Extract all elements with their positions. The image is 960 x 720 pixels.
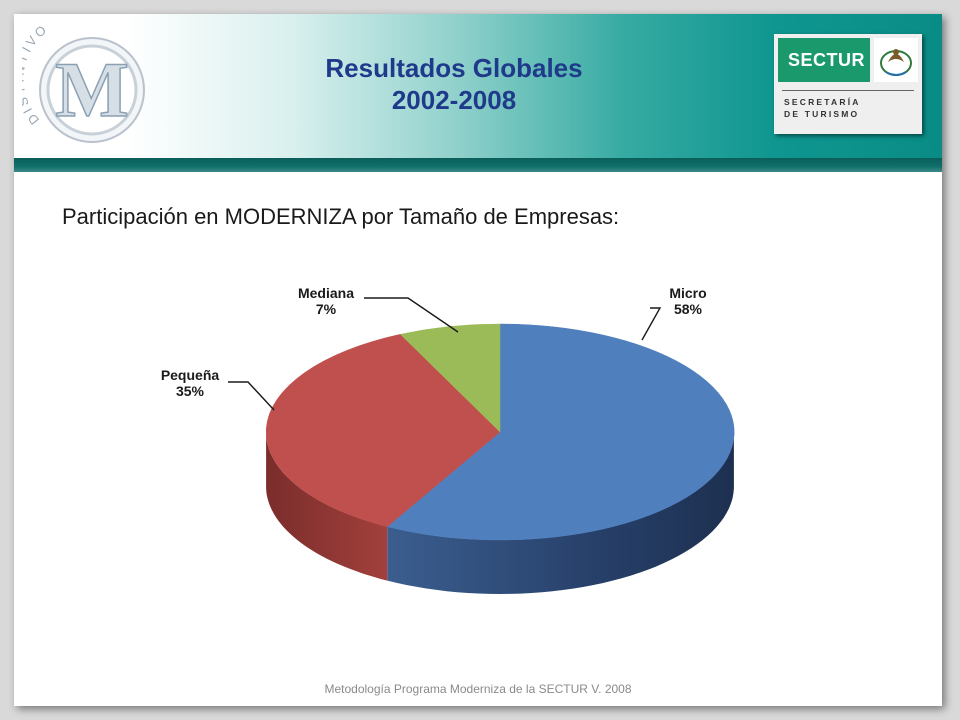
svg-text:M: M xyxy=(55,46,129,133)
mexico-seal-icon xyxy=(874,38,918,82)
slice-label-pequeña: Pequeña xyxy=(161,367,220,383)
title-line-1: Resultados Globales xyxy=(325,53,583,83)
pie-side-micro xyxy=(387,434,734,594)
slide: M DISTINTIVO Resultados Globales 2002-20… xyxy=(14,14,942,706)
pie-slice-micro xyxy=(386,323,735,541)
sectur-badge: SECTUR xyxy=(778,38,870,82)
footer-note: Metodología Programa Moderniza de la SEC… xyxy=(324,682,632,696)
slice-value-pequeña: 35% xyxy=(176,383,205,399)
title-line-2: 2002-2008 xyxy=(391,85,517,115)
pie-side-pequeña xyxy=(266,434,388,581)
sectur-caption-line-1: SECRETARÍA xyxy=(784,97,861,107)
slice-label-micro: Micro xyxy=(669,285,706,301)
slice-label-mediana: Mediana xyxy=(298,285,354,301)
pie-slices xyxy=(265,323,735,594)
leader-line-mediana xyxy=(364,297,459,333)
leader-line-micro xyxy=(641,307,662,341)
pie-slice-pequeña xyxy=(265,334,501,527)
slice-value-mediana: 7% xyxy=(316,301,337,317)
chart-subtitle: Participación en MODERNIZA por Tamaño de… xyxy=(62,204,620,229)
sectur-caption: SECRETARÍA DE TURISMO xyxy=(784,96,861,120)
slice-value-micro: 58% xyxy=(674,301,703,317)
sectur-logo: SECTUR SECRETARÍA DE TURISMO xyxy=(774,34,922,134)
sectur-caption-line-2: DE TURISMO xyxy=(784,109,860,119)
page-title: Resultados Globales 2002-2008 xyxy=(234,52,674,116)
sectur-divider xyxy=(782,90,914,91)
leader-line-pequeña xyxy=(228,381,275,411)
distintivo-m-logo: M DISTINTIVO xyxy=(22,24,145,143)
header-divider xyxy=(14,158,942,172)
